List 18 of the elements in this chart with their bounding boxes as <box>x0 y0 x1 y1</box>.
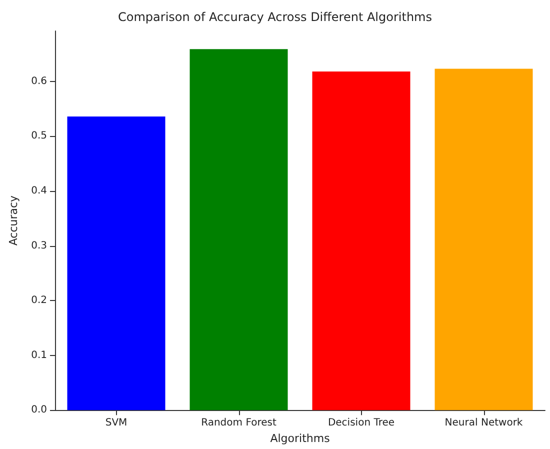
y-tick-label: 0.6 <box>31 76 47 87</box>
x-axis-title: Algorithms <box>270 432 330 445</box>
chart-title: Comparison of Accuracy Across Different Algorithms <box>118 10 432 24</box>
x-tick-label: Random Forest <box>201 418 276 429</box>
bar <box>67 116 166 410</box>
y-tick-label: 0.1 <box>31 350 47 361</box>
y-tick-label: 0.5 <box>31 130 47 142</box>
y-tick-label: 0.3 <box>31 240 47 252</box>
y-axis-title: Accuracy <box>7 194 20 246</box>
bar <box>312 72 410 410</box>
bar <box>434 68 533 410</box>
x-tick-label: SVM <box>105 418 128 429</box>
bar <box>190 49 288 410</box>
y-tick-label: 0.4 <box>31 185 47 196</box>
x-tick-label: Decision Tree <box>328 418 395 429</box>
y-tick-label: 0.2 <box>31 295 47 306</box>
x-tick-label: Neural Network <box>444 418 523 429</box>
y-tick-label: 0.0 <box>31 404 47 416</box>
